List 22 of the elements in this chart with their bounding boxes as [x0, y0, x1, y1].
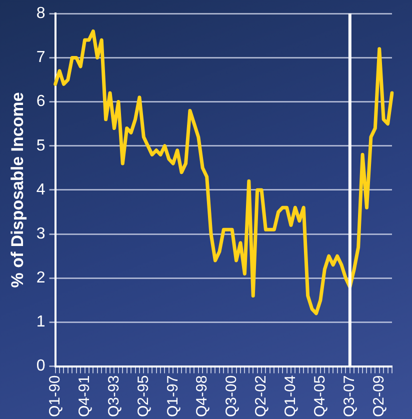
- x-tick-label: Q4-91: [76, 375, 93, 418]
- x-tick-label: Q3-07: [341, 375, 358, 418]
- x-tick-label: Q2-02: [252, 375, 270, 418]
- x-tick-label: Q2-09: [370, 375, 388, 418]
- y-tick-label: 0: [36, 358, 46, 375]
- x-tick-label: Q2-95: [134, 375, 152, 418]
- x-tick-label: Q3-00: [223, 375, 240, 418]
- x-tick-label: Q1-97: [164, 375, 182, 418]
- x-tick-label: Q1-90: [46, 375, 64, 418]
- x-tick-label: Q1-04: [282, 375, 300, 418]
- x-tick-label: Q4-05: [312, 375, 329, 418]
- y-axis-title: % of Disposable Income: [8, 92, 27, 288]
- y-tick-label: 6: [36, 93, 46, 110]
- y-tick-label: 7: [36, 49, 46, 66]
- y-tick-label: 4: [36, 181, 46, 198]
- y-tick-label: 1: [36, 314, 46, 331]
- y-tick-label: 2: [36, 270, 46, 287]
- y-tick-label: 3: [36, 225, 46, 242]
- x-tick-label: Q3-93: [105, 375, 122, 418]
- x-tick-label: Q4-98: [194, 375, 211, 418]
- y-tick-label: 5: [36, 137, 46, 154]
- y-tick-label: 8: [36, 5, 46, 22]
